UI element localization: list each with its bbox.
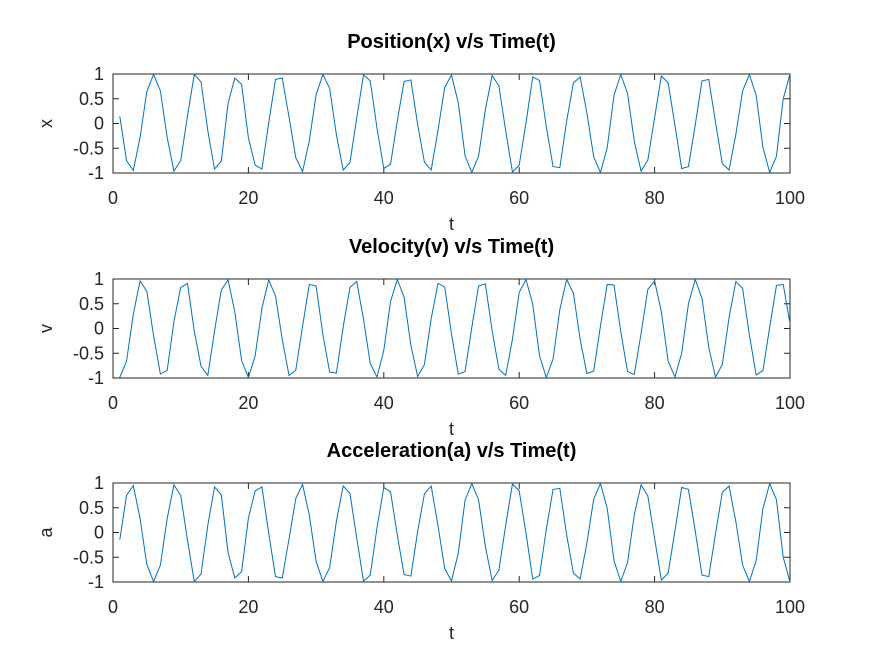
acceleration-ylabel: a [36,527,56,538]
acceleration-xtick-label: 100 [775,597,805,617]
velocity-ytick-label: -1 [88,368,104,388]
velocity-ytick-label: 1 [94,269,104,289]
position-title: Position(x) v/s Time(t) [347,31,556,53]
velocity-axes-box [112,278,791,379]
acceleration-ytick-label: 0 [94,523,104,543]
acceleration-series-line [119,481,791,584]
velocity-xtick-label: 100 [775,393,805,413]
acceleration-xtick-label: 80 [645,597,665,617]
acceleration-xlabel: t [449,623,454,643]
velocity-ytick-label: 0.5 [79,294,104,314]
position-ytick-label: 0.5 [79,89,104,109]
velocity-ytick-label: 0 [94,319,104,339]
velocity-xtick-label: 20 [238,393,258,413]
acceleration-xtick-label: 20 [238,597,258,617]
position-subplot: Position(x) v/s Time(t) 0 20 40 60 80 100 1 0.5 0… [36,31,805,234]
velocity-xtick-label: 80 [645,393,665,413]
position-xtick-label: 80 [645,188,665,208]
position-ytick-label: -0.5 [73,138,104,158]
velocity-ytick-label: -0.5 [73,343,104,363]
velocity-xlabel: t [449,419,454,439]
acceleration-ytick-label: -1 [88,572,104,592]
velocity-series-line [119,277,791,380]
acceleration-ytick-label: 0.5 [79,498,104,518]
position-xtick-label: 60 [509,188,529,208]
acceleration-xtick-label: 0 [108,597,118,617]
position-ytick-label: 1 [94,64,104,84]
position-ytick-label: 0 [94,114,104,134]
acceleration-xtick-label: 60 [509,597,529,617]
position-xtick-label: 0 [108,188,118,208]
velocity-xtick-label: 40 [374,393,394,413]
acceleration-title: Acceleration(a) v/s Time(t) [327,440,577,462]
position-xtick-label: 100 [775,188,805,208]
position-ytick-label: -1 [88,163,104,183]
position-xlabel: t [449,214,454,234]
position-xtick-label: 40 [374,188,394,208]
velocity-title: Velocity(v) v/s Time(t) [349,236,554,258]
position-ylabel: x [36,119,56,128]
velocity-ylabel: v [36,324,56,333]
velocity-xtick-label: 60 [509,393,529,413]
acceleration-ytick-label: -0.5 [73,547,104,567]
position-xtick-label: 20 [238,188,258,208]
acceleration-subplot: Acceleration(a) v/s Time(t) 0 20 40 60 80 100 1… [36,440,805,643]
velocity-xtick-label: 0 [108,393,118,413]
position-axes-box [112,73,791,174]
acceleration-xtick-label: 40 [374,597,394,617]
acceleration-ytick-label: 1 [94,473,104,493]
velocity-subplot: Velocity(v) v/s Time(t) 0 20 40 60 80 100 1 0.5 0… [36,236,805,439]
position-series-line [119,72,791,175]
acceleration-axes-box [112,482,791,583]
